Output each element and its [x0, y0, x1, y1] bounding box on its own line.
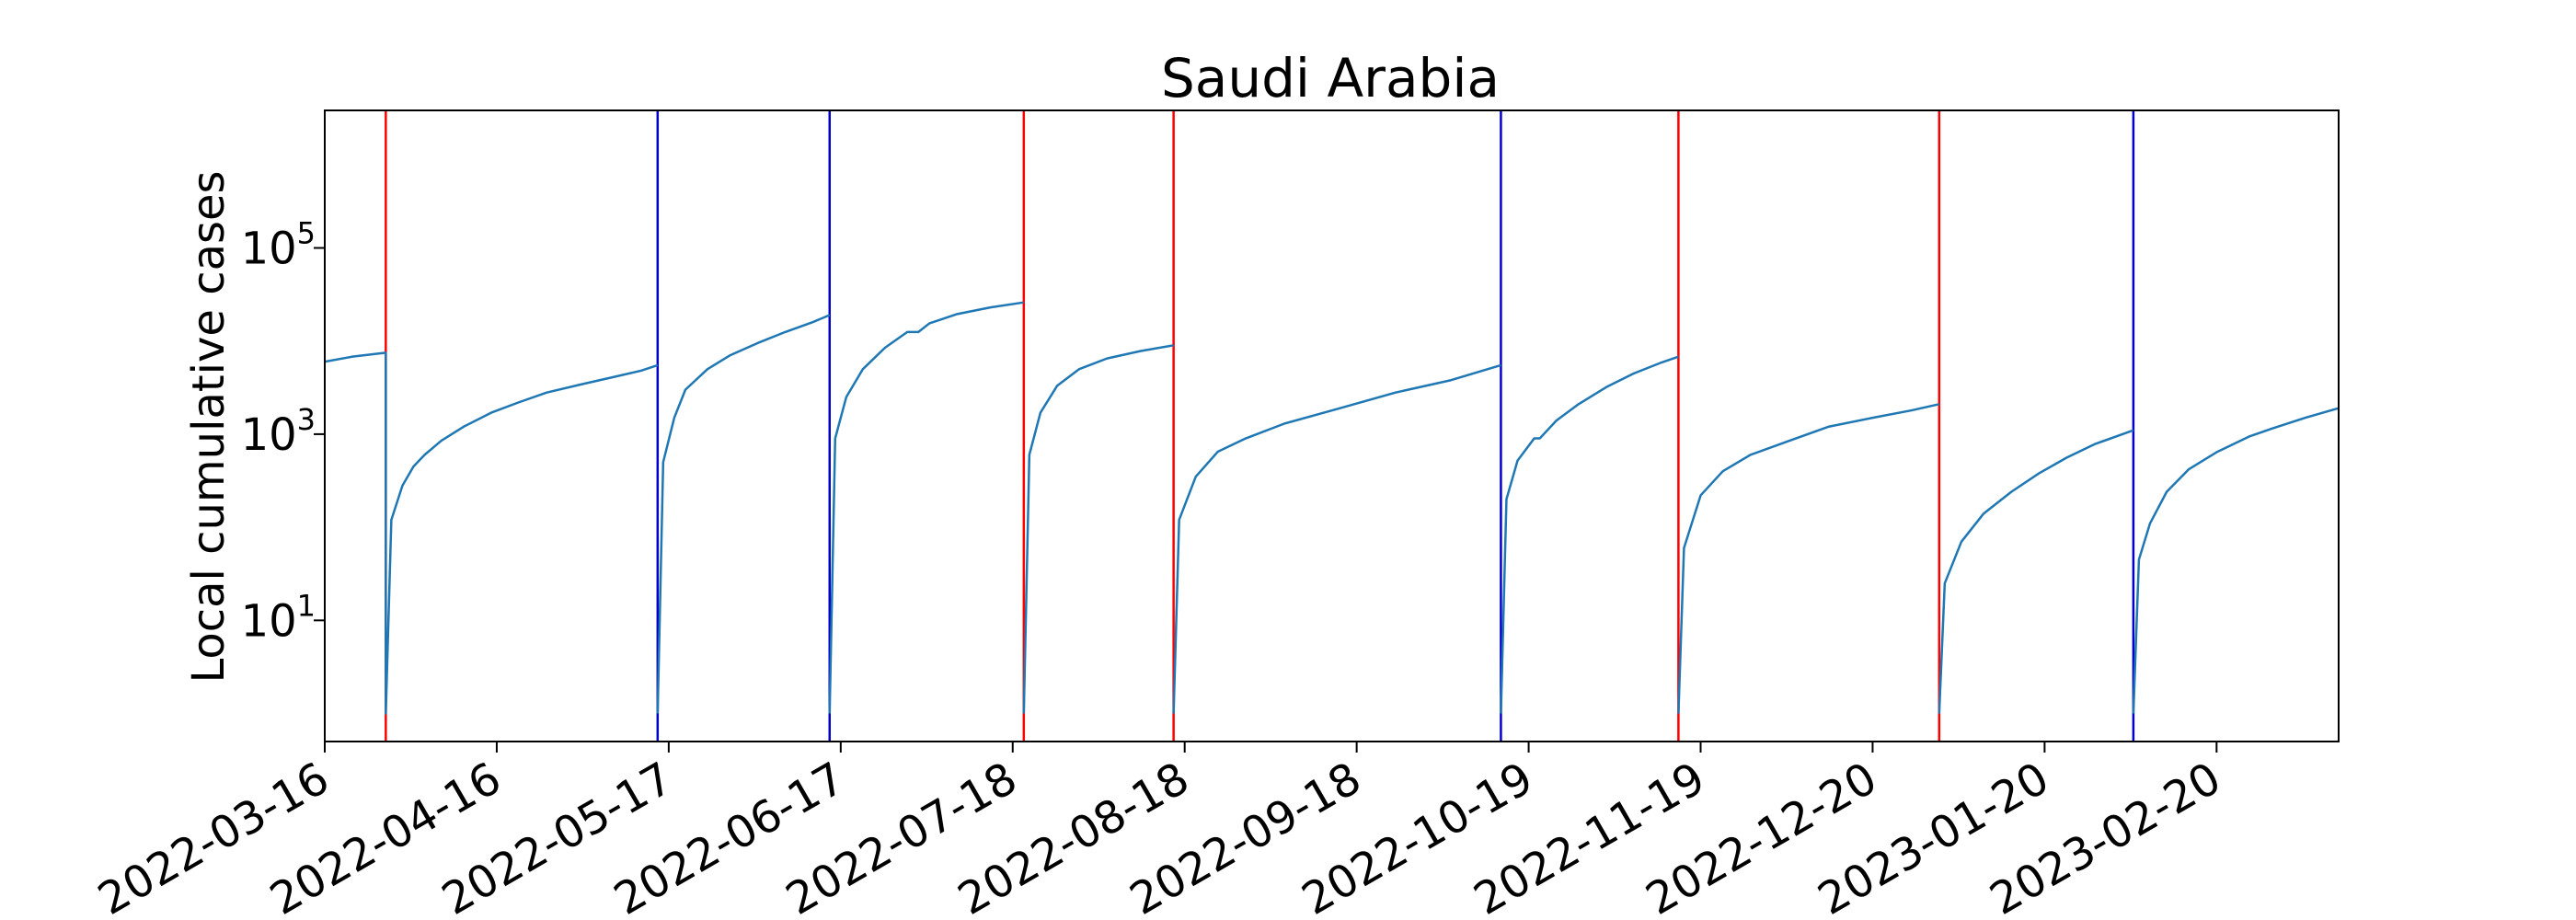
y-tick-label: 101 — [241, 588, 316, 647]
event-lines — [385, 110, 2135, 742]
series-line-3 — [828, 301, 1025, 714]
series-line-8 — [1938, 429, 2134, 714]
y-tick-label: 105 — [241, 215, 316, 274]
y-axis-label: Local cumulative cases — [183, 170, 235, 683]
series-line-4 — [1022, 344, 1174, 714]
series-line-2 — [656, 314, 831, 714]
series-line-5 — [1172, 363, 1501, 714]
series-line-9 — [2132, 407, 2339, 714]
series-line-6 — [1500, 355, 1679, 714]
chart-title: Saudi Arabia — [1161, 47, 1500, 109]
plot-frame — [324, 109, 2340, 742]
y-axis-ticks: 101 103 105 — [241, 215, 325, 647]
series-line-7 — [1677, 403, 1940, 714]
y-tick-label: 103 — [241, 402, 316, 461]
x-axis-ticks: 2022-03-162022-04-162022-05-172022-06-17… — [89, 742, 2229, 920]
series-line-1 — [325, 351, 659, 715]
series-lines — [325, 301, 2339, 715]
